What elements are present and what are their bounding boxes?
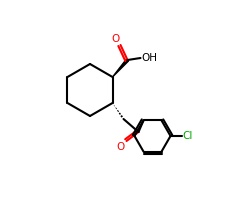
Text: O: O (117, 142, 125, 152)
Text: O: O (111, 34, 120, 44)
Polygon shape (113, 59, 129, 77)
Text: OH: OH (141, 53, 157, 63)
Text: Cl: Cl (182, 131, 192, 141)
